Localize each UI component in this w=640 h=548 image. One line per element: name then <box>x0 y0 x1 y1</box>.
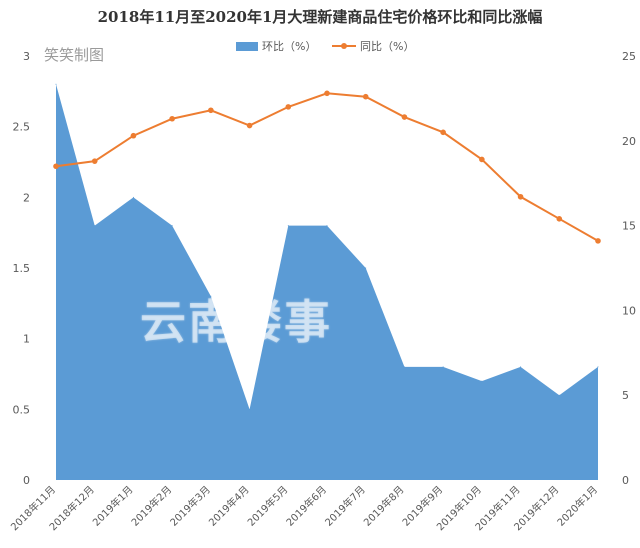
line-data-point <box>401 114 408 120</box>
legend-line-swatch <box>332 43 356 49</box>
legend: 环比（%） 同比（%） <box>0 38 640 56</box>
x-tick-label: 2020年1月 <box>554 483 600 529</box>
legend-item-line: 同比（%） <box>332 38 414 54</box>
line-data-point <box>91 158 98 164</box>
area-data-point <box>171 225 173 227</box>
x-axis: 2018年11月2018年12月2019年1月2019年2月2019年3月201… <box>8 483 600 533</box>
left-tick-label: 0.5 <box>13 403 31 416</box>
right-axis: 0 5 10 15 20 25 <box>622 50 636 487</box>
watermark-text: 云南楼事 <box>140 295 332 349</box>
area-data-point <box>520 366 522 368</box>
left-tick-label: 2.5 <box>13 121 31 134</box>
area-data-point <box>326 225 328 227</box>
line-data-point <box>324 90 330 97</box>
area-data-point <box>481 380 483 382</box>
line-data-point <box>246 122 253 129</box>
x-tick-label: 2019年1月 <box>90 483 136 529</box>
x-tick-label: 2019年4月 <box>206 483 252 529</box>
legend-area-swatch <box>236 41 258 51</box>
x-tick-label: 2019年7月 <box>322 483 368 529</box>
area-data-point <box>132 196 134 198</box>
legend-line-label: 同比（%） <box>360 40 415 53</box>
area-data-point <box>94 225 96 227</box>
right-tick-label: 5 <box>622 389 629 402</box>
line-data-point <box>440 129 446 136</box>
right-tick-label: 25 <box>622 50 636 63</box>
legend-area-label: 环比（%） <box>262 40 317 53</box>
x-tick-label: 2019年2月 <box>128 483 174 529</box>
left-tick-label: 1 <box>23 333 30 346</box>
line-data-point <box>517 193 524 200</box>
x-tick-label: 2019年3月 <box>167 483 213 529</box>
area-series-layer <box>55 83 599 481</box>
x-tick-label: 2019年8月 <box>361 483 407 529</box>
area-data-point <box>287 225 289 227</box>
area-data-point <box>442 366 444 368</box>
corner-mark: 笑笑制图 <box>44 46 105 64</box>
right-tick-label: 0 <box>622 474 629 487</box>
left-axis: 0 0.5 1 1.5 2 2.5 3 <box>13 50 31 487</box>
line-data-point <box>169 115 175 122</box>
left-tick-label: 0 <box>23 474 30 487</box>
line-series-layer <box>53 90 601 244</box>
area-data-point <box>365 267 367 269</box>
area-data-point <box>210 295 212 297</box>
right-tick-label: 15 <box>622 220 636 233</box>
left-tick-label: 2 <box>23 191 30 204</box>
left-tick-label: 1.5 <box>13 262 31 275</box>
left-tick-label: 3 <box>23 50 30 63</box>
legend-item-area: 环比（%） <box>236 38 316 54</box>
line-data-point <box>362 93 369 100</box>
chart-title: 2018年11月至2020年1月大理新建商品住宅价格环比和同比涨幅 <box>97 8 543 26</box>
line-data-point <box>479 156 485 163</box>
area-series-shape <box>56 84 598 481</box>
line-data-point <box>595 238 601 244</box>
line-data-point <box>130 132 137 139</box>
line-data-point <box>208 107 214 114</box>
line-data-point <box>285 104 292 110</box>
area-data-point <box>403 366 405 368</box>
right-tick-label: 20 <box>622 135 636 148</box>
x-tick-label: 2019年5月 <box>245 483 291 529</box>
x-tick-label: 2019年6月 <box>283 483 329 529</box>
area-data-point <box>55 83 57 85</box>
area-data-point <box>597 366 599 368</box>
line-data-point <box>556 216 563 222</box>
right-tick-label: 10 <box>622 304 636 317</box>
area-data-point <box>249 408 251 410</box>
area-data-point <box>558 394 560 396</box>
line-data-point <box>53 163 59 170</box>
